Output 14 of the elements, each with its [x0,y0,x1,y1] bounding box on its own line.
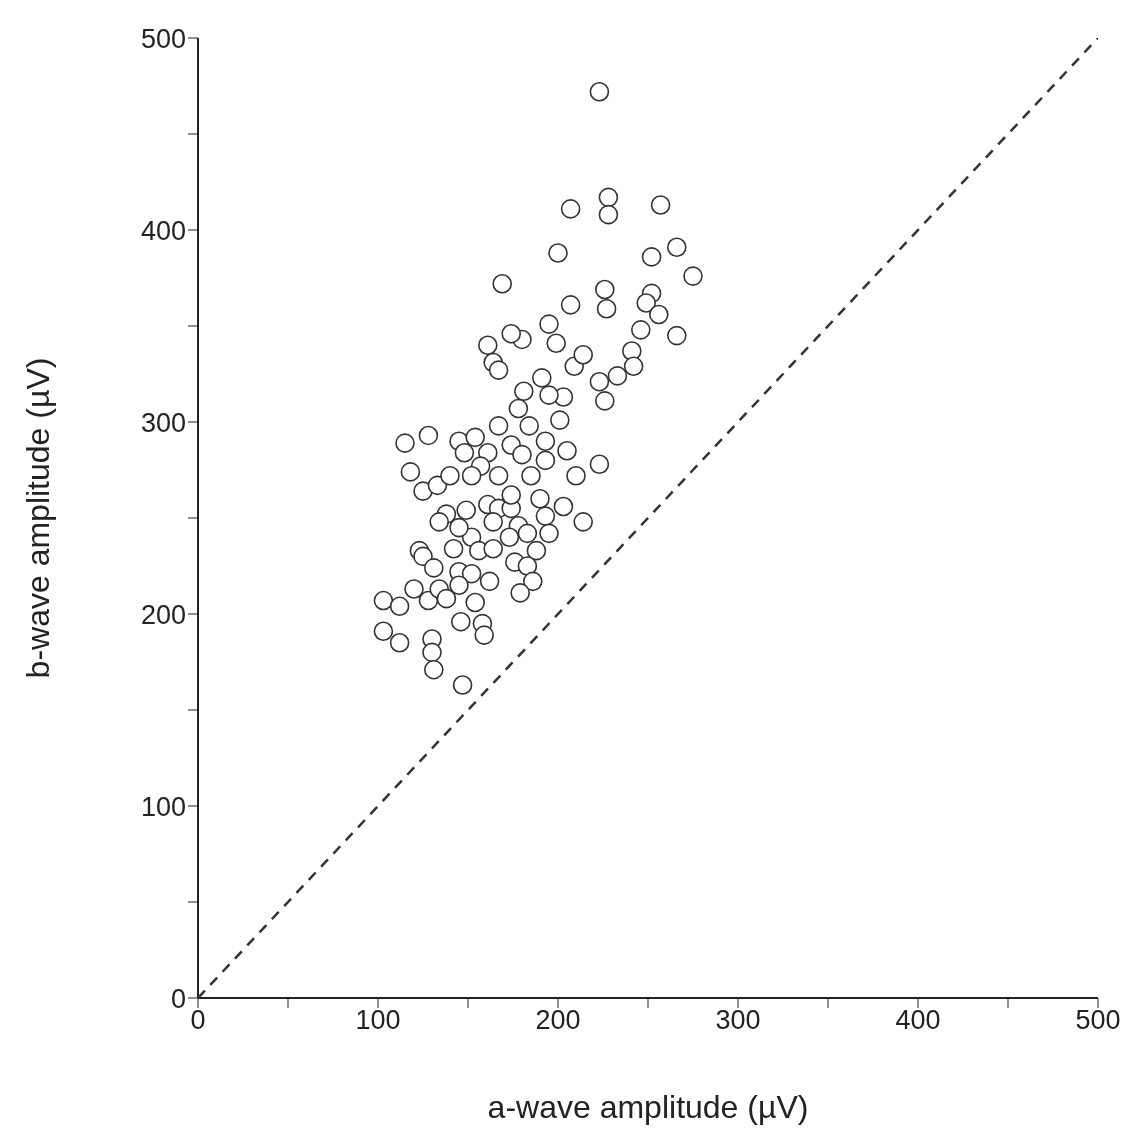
x-axis-title: a-wave amplitude (µV) [487,1089,809,1125]
x-tick-label: 300 [715,1005,761,1036]
y-tick-label: 100 [140,791,186,822]
y-tick-label: 0 [170,983,186,1014]
x-tick-label: 100 [355,1005,401,1036]
x-tick-label: 200 [535,1005,581,1036]
y-tick-label: 500 [140,23,186,54]
x-tick-label: 500 [1075,1005,1121,1036]
y-tick-label: 300 [140,407,186,438]
y-tick-label: 200 [140,599,186,630]
y-tick-label: 400 [140,215,186,246]
x-tick-label: 0 [190,1005,206,1036]
y-axis-title: b-wave amplitude (µV) [20,357,57,679]
x-tick-label: 400 [895,1005,941,1036]
